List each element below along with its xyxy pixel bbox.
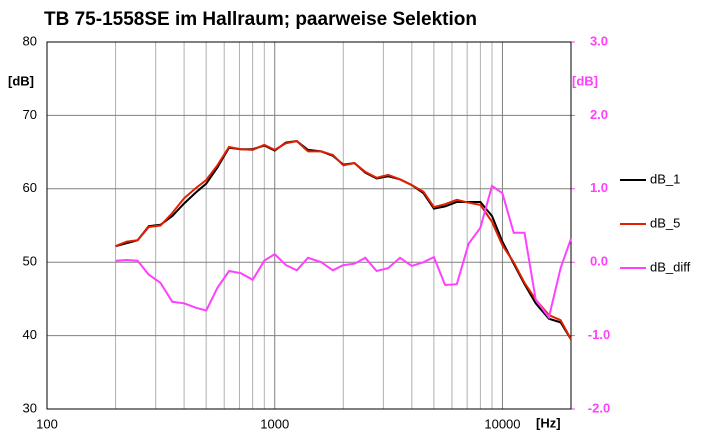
legend-label: dB_1	[650, 171, 680, 186]
y2-tick-label: 1.0	[590, 180, 608, 195]
y2-tick-label: -2.0	[588, 400, 610, 415]
y-axis-label: [dB]	[8, 73, 34, 88]
y-tick-label: 80	[23, 33, 37, 48]
legend-label: dB_5	[650, 215, 680, 230]
y-tick-label: 50	[23, 254, 37, 269]
x-tick-label: 1000	[260, 416, 289, 431]
plot-frame	[46, 41, 572, 410]
y2-tick-label: 0.0	[590, 254, 608, 269]
y2-tick-label: 2.0	[590, 107, 608, 122]
y2-tick-label: 3.0	[590, 33, 608, 48]
data-line	[115, 184, 572, 320]
y2-axis-label: [dB]	[572, 73, 598, 88]
x-axis-label: [Hz]	[536, 415, 561, 430]
y-tick-label: 70	[23, 107, 37, 122]
y-tick-label: 30	[23, 400, 37, 415]
x-tick-label: 100	[36, 416, 58, 431]
data-line	[115, 140, 572, 340]
legend-label: dB_diff	[650, 259, 691, 274]
y-tick-label: 60	[23, 180, 37, 195]
chart-title: TB 75-1558SE im Hallraum; paarweise Sele…	[44, 9, 477, 30]
x-tick-label: 10000	[484, 416, 520, 431]
y-tick-label: 40	[23, 327, 37, 342]
y2-tick-label: -1.0	[588, 327, 610, 342]
